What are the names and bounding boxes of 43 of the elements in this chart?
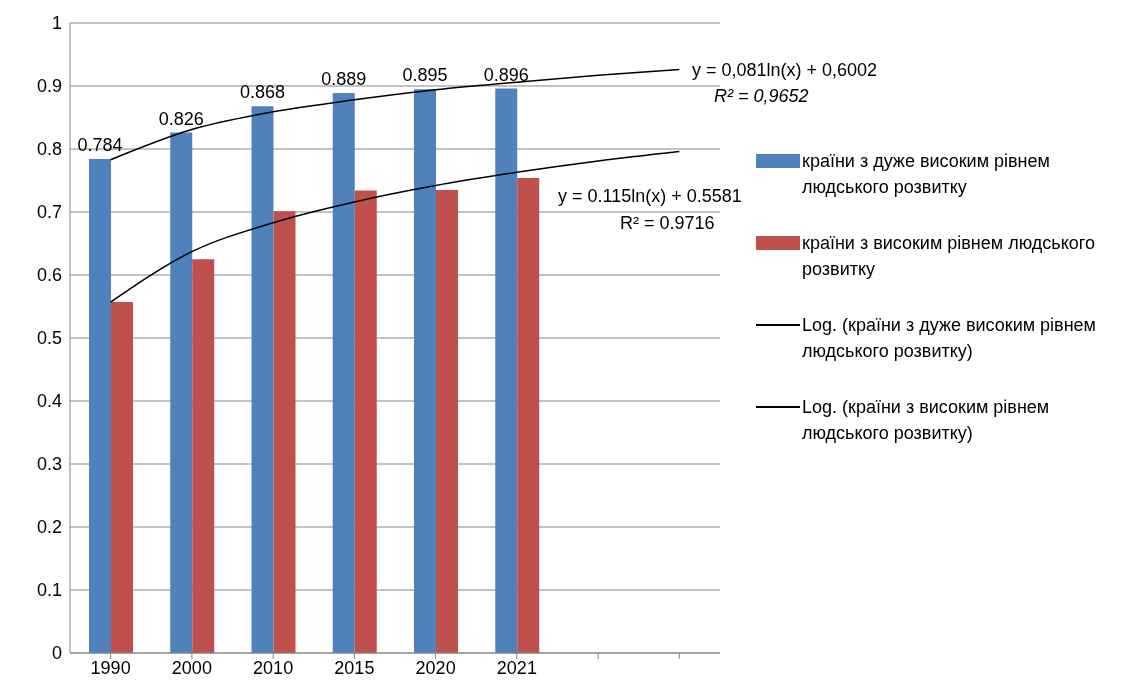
data-label: 0.868 [239,82,286,103]
y-tick-label: 0.9 [36,76,62,97]
x-tick-label: 2015 [334,657,375,678]
x-tick-label: 2021 [496,657,537,678]
bar [414,89,436,653]
x-tick-label: 2000 [171,657,212,678]
x-tick-label: 2010 [253,657,294,678]
data-label: 0.889 [321,68,367,89]
bar [89,159,111,653]
data-label: 0.826 [158,108,204,129]
y-tick-label: 0.7 [36,202,62,223]
x-tick-label: 1990 [90,657,131,678]
bar [436,189,458,653]
y-tick-label: 0.4 [36,391,62,412]
legend-label: Log. (країни з дуже високим рівнем людського розвитку) [802,314,1097,363]
annotation: R² = 0.9716 [620,213,715,234]
y-tick-label: 0.1 [36,580,62,601]
y-tick-label: 0.8 [36,139,62,160]
data-label: 0.896 [483,64,529,85]
bar [273,211,296,653]
annotation: y = 0.115ln(x) + 0.5581 [558,186,742,207]
annotation: y = 0,081ln(x) + 0,6002 [692,60,878,81]
bar [111,302,133,653]
legend-label: країни з високим рівнем людського розвитку [802,232,1096,281]
y-tick-label: 0.2 [36,517,62,538]
bar [495,88,518,653]
x-tick-label: 2020 [415,657,456,678]
y-tick-label: 0.5 [36,328,62,349]
annotation: R² = 0,9652 [714,86,809,107]
bar [332,92,355,653]
y-tick-label: 0 [51,643,62,664]
legend-label: країни з дуже високим рівнем людського розвитку [802,150,1051,199]
bar [354,190,377,653]
y-tick-label: 0.3 [36,454,62,475]
legend-label: Log. (країни з високим рівнем людського розвитку) [802,396,1051,445]
bar [517,177,540,653]
data-label: 0.784 [77,135,123,156]
bar [251,106,274,653]
bar [170,132,193,653]
y-tick-label: 1 [51,13,62,34]
y-tick-label: 0.6 [36,265,62,286]
bar [192,259,215,653]
data-label: 0.895 [402,65,448,86]
